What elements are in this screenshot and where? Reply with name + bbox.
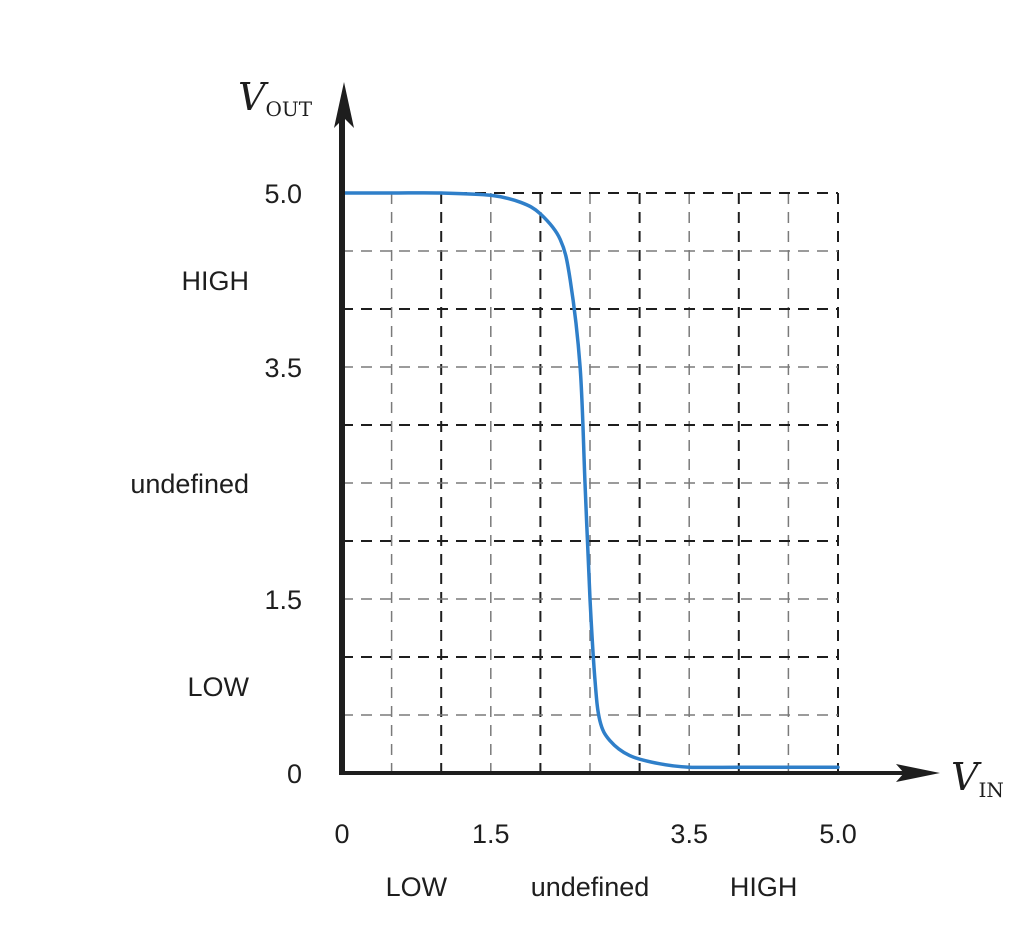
- x-region-label: HIGH: [730, 872, 798, 902]
- y-tick-label: 5.0: [264, 179, 302, 209]
- transfer-curve: [340, 191, 840, 770]
- x-region-label: LOW: [386, 872, 448, 902]
- y-axis-title: VOUT: [238, 75, 313, 121]
- y-axis: [334, 82, 354, 775]
- x-tick-label: 3.5: [670, 819, 708, 849]
- y-region-label: undefined: [130, 469, 249, 499]
- y-tick-label: 3.5: [264, 353, 302, 383]
- x-tick-label: 5.0: [819, 819, 857, 849]
- region-labels: LOW undefined HIGH HIGH undefined LOW: [130, 266, 797, 902]
- y-tick-label: 1.5: [264, 585, 302, 615]
- y-axis-arrow-icon: [334, 82, 354, 128]
- y-region-label: HIGH: [182, 266, 250, 296]
- grid: [342, 192, 839, 773]
- plot-area: [340, 191, 840, 770]
- y-tick-label: 0: [287, 759, 302, 789]
- x-axis-arrow-icon: [896, 764, 940, 782]
- x-region-label: undefined: [531, 872, 650, 902]
- x-tick-label: 1.5: [472, 819, 510, 849]
- x-axis: [342, 764, 940, 782]
- x-tick-label: 0: [334, 819, 349, 849]
- x-axis-title: VIN: [951, 755, 1004, 802]
- tick-labels: 0 1.5 3.5 5.0 0 1.5 3.5 5.0: [264, 179, 856, 849]
- y-region-label: LOW: [187, 672, 249, 702]
